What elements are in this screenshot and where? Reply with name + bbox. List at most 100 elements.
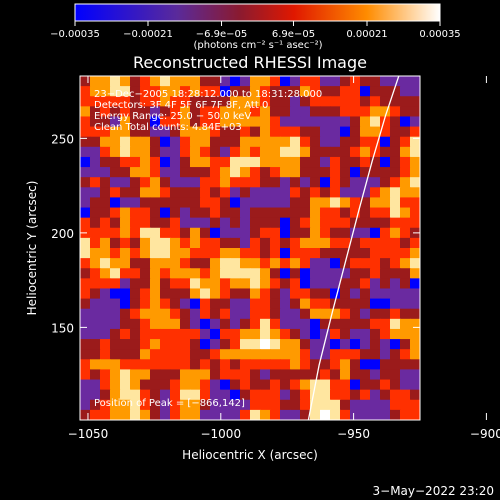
heatmap-cell bbox=[290, 116, 301, 128]
heatmap-cell bbox=[380, 308, 391, 320]
heatmap-cell bbox=[90, 217, 101, 229]
heatmap-cell bbox=[160, 106, 171, 118]
heatmap-cell bbox=[200, 136, 211, 148]
heatmap-cell bbox=[390, 399, 401, 411]
heatmap-cell bbox=[260, 288, 271, 300]
heatmap-cell bbox=[360, 237, 371, 249]
y-tick-label: 250 bbox=[51, 132, 74, 146]
heatmap-cell bbox=[400, 126, 411, 138]
heatmap-cell bbox=[260, 308, 271, 320]
heatmap-cell bbox=[400, 298, 411, 310]
heatmap-cell bbox=[160, 379, 171, 391]
heatmap-cell bbox=[180, 399, 191, 411]
heatmap-cell bbox=[210, 116, 221, 128]
heatmap-cell bbox=[290, 156, 301, 168]
heatmap-cell bbox=[290, 86, 301, 97]
heatmap-cell bbox=[220, 349, 231, 360]
x-tick-label: −1050 bbox=[68, 427, 109, 441]
heatmap-cell bbox=[210, 328, 221, 340]
heatmap-cell bbox=[300, 187, 311, 199]
heatmap-cell bbox=[200, 237, 211, 249]
heatmap-cell bbox=[210, 349, 221, 360]
heatmap-cell bbox=[230, 369, 241, 381]
heatmap-cell bbox=[150, 339, 161, 350]
heatmap-cell bbox=[250, 399, 261, 411]
heatmap-cell bbox=[290, 227, 301, 239]
heatmap-cell bbox=[270, 86, 281, 97]
heatmap-cell bbox=[350, 288, 361, 300]
heatmap-cell bbox=[230, 197, 241, 209]
heatmap-cell bbox=[310, 136, 321, 148]
heatmap-cell bbox=[150, 399, 161, 411]
heatmap-cell bbox=[80, 187, 91, 199]
heatmap-cell bbox=[280, 399, 291, 411]
heatmap-cell bbox=[300, 389, 311, 401]
heatmap-cell bbox=[90, 76, 101, 87]
heatmap-cell bbox=[90, 237, 101, 249]
heatmap-cell bbox=[90, 318, 101, 330]
heatmap bbox=[80, 76, 420, 420]
heatmap-cell bbox=[300, 318, 311, 330]
heatmap-cell bbox=[140, 278, 151, 290]
heatmap-cell bbox=[230, 318, 241, 330]
heatmap-cell bbox=[120, 298, 131, 310]
heatmap-cell bbox=[350, 339, 361, 350]
heatmap-cell bbox=[340, 187, 351, 199]
heatmap-cell bbox=[110, 328, 121, 340]
heatmap-cell bbox=[370, 298, 381, 310]
heatmap-cell bbox=[220, 156, 231, 168]
heatmap-cell bbox=[380, 359, 391, 371]
heatmap-cell bbox=[360, 187, 371, 199]
heatmap-cell bbox=[180, 278, 191, 290]
heatmap-cell bbox=[170, 106, 181, 118]
heatmap-cell bbox=[320, 156, 331, 168]
heatmap-cell bbox=[250, 136, 261, 148]
heatmap-cell bbox=[300, 349, 311, 360]
heatmap-cell bbox=[100, 106, 111, 118]
heatmap-cell bbox=[360, 258, 371, 269]
heatmap-cell bbox=[360, 126, 371, 138]
heatmap-cell bbox=[300, 399, 311, 411]
heatmap-cell bbox=[310, 248, 321, 259]
heatmap-cell bbox=[180, 258, 191, 269]
heatmap-cell bbox=[310, 167, 321, 178]
heatmap-cell bbox=[310, 116, 321, 128]
heatmap-cell bbox=[110, 146, 121, 158]
heatmap-cell bbox=[190, 248, 201, 259]
heatmap-cell bbox=[390, 177, 401, 188]
heatmap-cell bbox=[160, 288, 171, 300]
heatmap-cell bbox=[80, 389, 91, 401]
heatmap-cell bbox=[400, 146, 411, 158]
heatmap-cell bbox=[320, 308, 331, 320]
heatmap-cell bbox=[360, 146, 371, 158]
heatmap-cell bbox=[80, 359, 91, 371]
heatmap-cell bbox=[360, 379, 371, 391]
heatmap-cell bbox=[300, 268, 311, 279]
heatmap-cell bbox=[120, 227, 131, 239]
heatmap-cell bbox=[290, 359, 301, 371]
heatmap-cell bbox=[380, 76, 391, 87]
heatmap-cell bbox=[390, 197, 401, 209]
heatmap-cell bbox=[120, 268, 131, 279]
heatmap-cell bbox=[230, 339, 241, 350]
heatmap-cell bbox=[210, 156, 221, 168]
heatmap-cell bbox=[370, 389, 381, 401]
heatmap-cell bbox=[120, 369, 131, 381]
heatmap-cell bbox=[330, 369, 341, 381]
heatmap-cell bbox=[400, 399, 411, 411]
heatmap-cell bbox=[400, 86, 411, 97]
heatmap-cell bbox=[90, 177, 101, 188]
heatmap-cell bbox=[150, 379, 161, 391]
heatmap-cell bbox=[130, 156, 141, 168]
heatmap-cell bbox=[230, 288, 241, 300]
heatmap-cell bbox=[200, 359, 211, 371]
heatmap-cell bbox=[240, 308, 251, 320]
heatmap-cell bbox=[370, 328, 381, 340]
heatmap-cell bbox=[200, 187, 211, 199]
heatmap-cell bbox=[110, 379, 121, 391]
colorbar bbox=[74, 3, 441, 22]
heatmap-cell bbox=[190, 359, 201, 371]
heatmap-cell bbox=[200, 197, 211, 209]
heatmap-cell bbox=[300, 217, 311, 229]
